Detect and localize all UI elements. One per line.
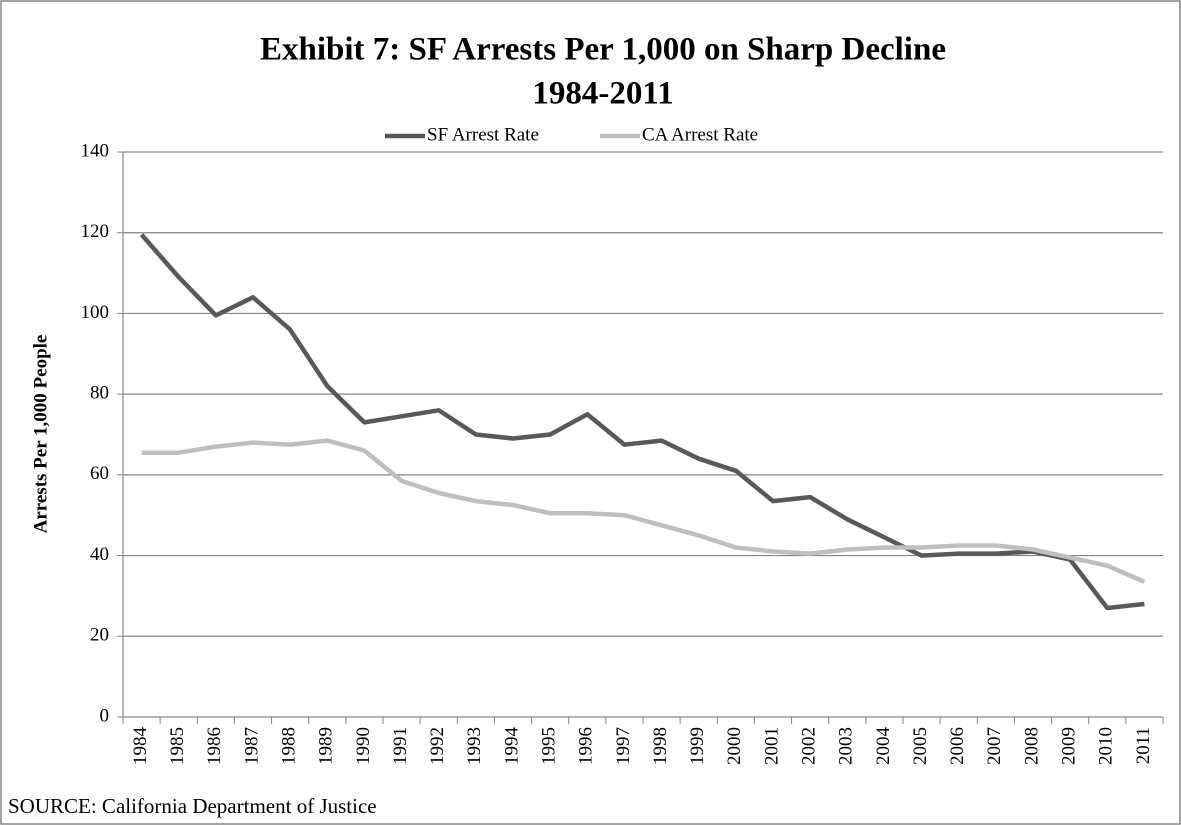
x-tick-label: 2003 (836, 727, 857, 765)
x-tick-label: 1990 (353, 727, 374, 765)
x-tick-label: 2009 (1059, 727, 1080, 765)
x-tick-label: 1988 (279, 727, 300, 765)
x-tick-label: 2006 (947, 727, 968, 765)
x-tick-label: 2004 (873, 727, 894, 766)
x-tick-label: 1985 (167, 727, 188, 765)
y-tick-label: 140 (81, 140, 110, 161)
x-tick-label: 2010 (1096, 727, 1117, 765)
legend-label: SF Arrest Rate (427, 124, 539, 145)
y-tick-label: 40 (90, 544, 109, 565)
y-tick-label: 20 (90, 625, 109, 646)
x-tick-label: 1997 (613, 727, 634, 765)
x-tick-label: 1999 (687, 727, 708, 765)
series-line (139, 233, 1145, 611)
x-tick-label: 2008 (1021, 727, 1042, 765)
x-tick-label: 1987 (241, 727, 262, 765)
x-tick-label: 2007 (984, 727, 1005, 765)
x-tick-label: 1986 (204, 727, 225, 765)
chart-subtitle: 1984-2011 (532, 76, 673, 112)
series-line (141, 438, 1146, 584)
x-tick-label: 1995 (539, 727, 560, 765)
x-tick-label: 2002 (799, 727, 820, 765)
x-tick-label: 1994 (501, 727, 522, 766)
x-tick-label: 1996 (576, 727, 597, 765)
y-tick-label: 80 (90, 383, 109, 404)
x-tick-label: 1993 (464, 727, 485, 765)
y-tick-label: 100 (81, 302, 110, 323)
x-tick-label: 1998 (650, 727, 671, 765)
source-note: SOURCE: California Department of Justice (8, 794, 377, 818)
chart-title: Exhibit 7: SF Arrests Per 1,000 on Sharp… (260, 32, 946, 68)
x-tick-label: 2005 (910, 727, 931, 765)
y-tick-label: 60 (90, 463, 109, 484)
y-tick-label: 120 (81, 221, 110, 242)
x-tick-label: 1992 (427, 727, 448, 765)
y-tick-label: 0 (100, 705, 110, 726)
x-tick-label: 1989 (316, 727, 337, 765)
x-tick-label: 2001 (761, 727, 782, 765)
x-tick-label: 1984 (130, 727, 151, 766)
x-tick-label: 2011 (1133, 727, 1154, 764)
legend-label: CA Arrest Rate (642, 124, 758, 145)
x-tick-label: 2000 (724, 727, 745, 765)
y-axis-label: Arrests Per 1,000 People (30, 335, 51, 534)
x-tick-label: 1991 (390, 727, 411, 765)
